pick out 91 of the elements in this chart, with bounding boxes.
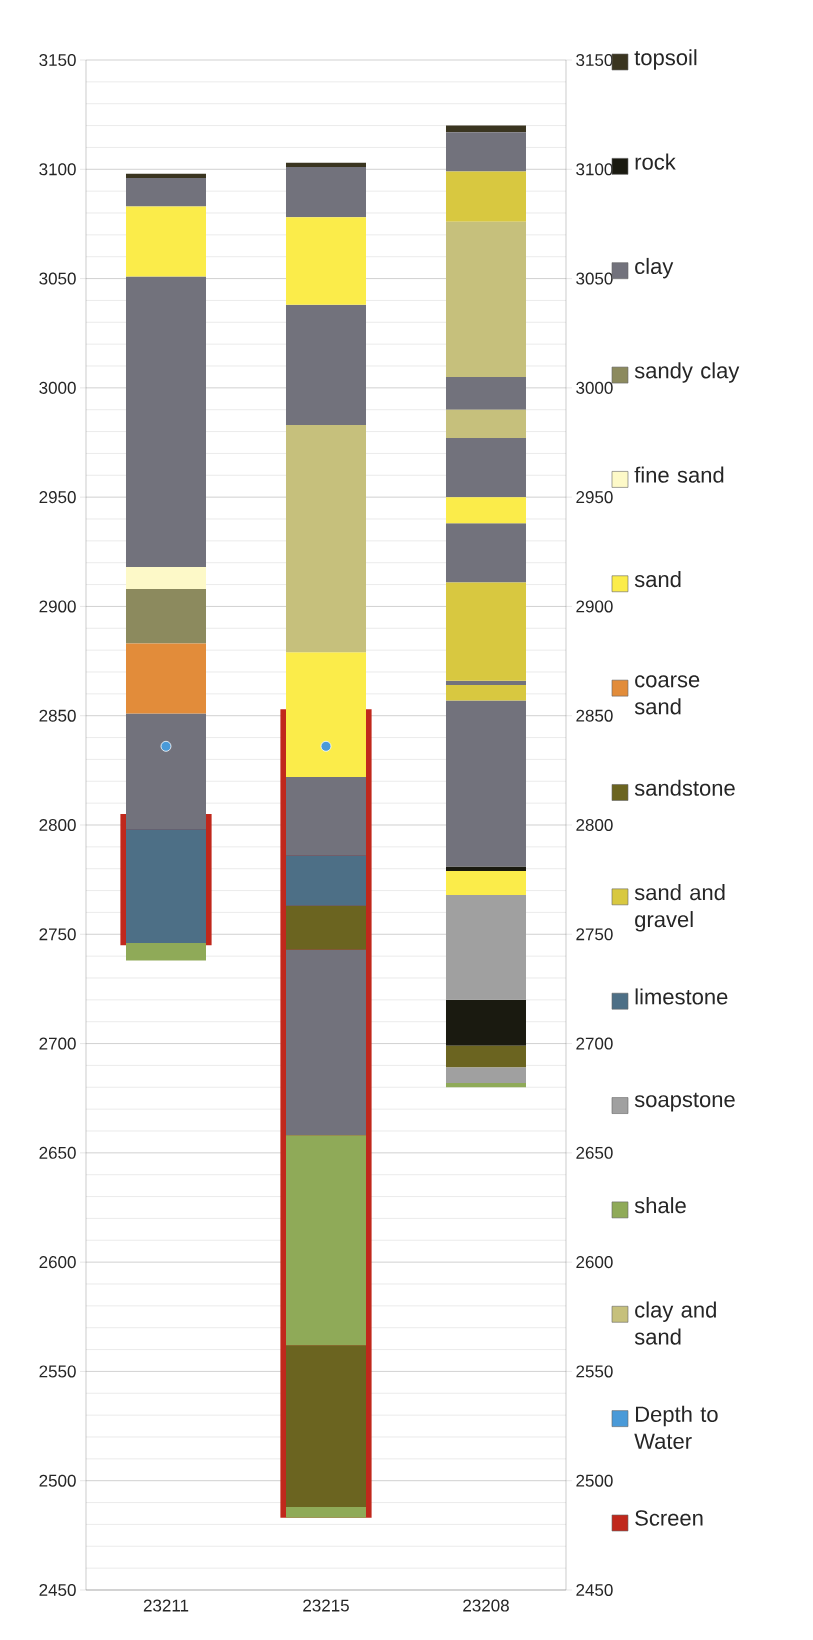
legend-label: sand: [634, 570, 681, 588]
y2-tick-label: 3150: [576, 53, 613, 67]
bar: [446, 1082, 526, 1088]
legend-label: rock: [635, 153, 676, 170]
x-tick-label: 23215: [303, 1599, 349, 1612]
y-tick-label: 2850: [39, 709, 76, 722]
y2-tick-label: 2700: [576, 1037, 613, 1050]
y-tick-label: 2500: [39, 1474, 76, 1487]
bar: [126, 173, 206, 179]
legend-label: topsoil: [634, 49, 697, 70]
y2-tick-label: 2750: [576, 928, 613, 941]
bar: [446, 132, 526, 172]
bar: [446, 894, 526, 1000]
legend-label: Depth to Water: [634, 1405, 718, 1449]
bar: [286, 905, 366, 950]
y2-tick-label: 3000: [576, 381, 613, 394]
bar: [286, 652, 366, 777]
x-tick-label: 23211: [143, 1599, 189, 1612]
y2-tick-label: 2600: [576, 1256, 613, 1269]
y2-tick-label: 2950: [576, 491, 613, 504]
legend-label: sand and gravel: [634, 884, 725, 932]
y-tick-label: 2700: [39, 1037, 76, 1050]
bar: [446, 700, 526, 867]
bar: [446, 999, 526, 1046]
y2-tick-label: 3050: [576, 272, 613, 285]
y-tick-label: 2550: [39, 1365, 76, 1378]
bar: [446, 866, 526, 871]
bar: [286, 217, 366, 305]
bar: [446, 582, 526, 681]
bar: [446, 376, 526, 410]
y-tick-label: 2600: [39, 1256, 76, 1269]
bar: [126, 829, 206, 944]
bar: [446, 221, 526, 377]
y-tick-label: 3100: [39, 163, 76, 176]
y2-tick-label: 2800: [576, 818, 613, 832]
bar: [286, 949, 366, 1136]
bar: [446, 685, 526, 701]
legend-label: Screen: [635, 1510, 703, 1526]
bar: [126, 567, 206, 589]
y2-tick-label: 3100: [576, 163, 613, 176]
bar: [286, 1135, 366, 1346]
legend-label: coarse sand: [634, 675, 700, 715]
y-tick-label: 2900: [39, 600, 76, 613]
legend-label: fine sand: [634, 466, 724, 483]
y-tick-label: 2750: [39, 928, 76, 941]
bar: [446, 870, 526, 895]
bar: [126, 276, 206, 568]
y2-tick-label: 2900: [576, 600, 613, 613]
bar: [446, 680, 526, 686]
y2-tick-label: 2850: [576, 709, 613, 722]
y-tick-label: 3050: [39, 272, 76, 285]
bar: [446, 125, 526, 133]
bar: [126, 206, 206, 277]
legend-label: sandy clay: [634, 362, 740, 383]
bar: [446, 523, 526, 583]
legend-label: limestone: [635, 988, 728, 1005]
y-tick-label: 2650: [39, 1146, 76, 1159]
bar: [446, 1067, 526, 1083]
x-tick-label: 23208: [463, 1599, 509, 1612]
bar: [446, 409, 526, 439]
bar: [286, 1345, 366, 1507]
bar: [126, 713, 206, 830]
y2-tick-label: 2550: [576, 1365, 613, 1378]
bar: [446, 497, 526, 524]
bar: [286, 425, 366, 653]
legend-label: clay: [635, 257, 674, 279]
legend-label: soapstone: [634, 1092, 735, 1112]
bar: [286, 162, 366, 168]
bar: [446, 438, 526, 498]
bar: [126, 643, 206, 714]
bar: [126, 178, 206, 207]
legend-label: shale: [634, 1197, 686, 1214]
bar: [126, 588, 206, 644]
bar: [286, 855, 366, 906]
legend-label: sandstone: [634, 779, 735, 796]
bar: [286, 304, 366, 426]
y-tick-label: 2800: [39, 818, 76, 832]
y2-tick-label: 2650: [576, 1146, 613, 1159]
bar: [286, 167, 366, 218]
bar: [286, 776, 366, 856]
legend-label: clay and sand: [634, 1301, 716, 1345]
bar: [286, 1506, 366, 1518]
y2-tick-label: 2450: [576, 1583, 613, 1597]
bar: [126, 943, 206, 961]
y-tick-label: 3150: [39, 53, 76, 67]
y-tick-label: 2950: [39, 491, 76, 504]
bar: [446, 1045, 526, 1068]
y-tick-label: 2450: [39, 1583, 76, 1597]
y-tick-label: 3000: [39, 381, 76, 394]
y2-tick-label: 2500: [576, 1474, 613, 1487]
bar: [446, 171, 526, 222]
